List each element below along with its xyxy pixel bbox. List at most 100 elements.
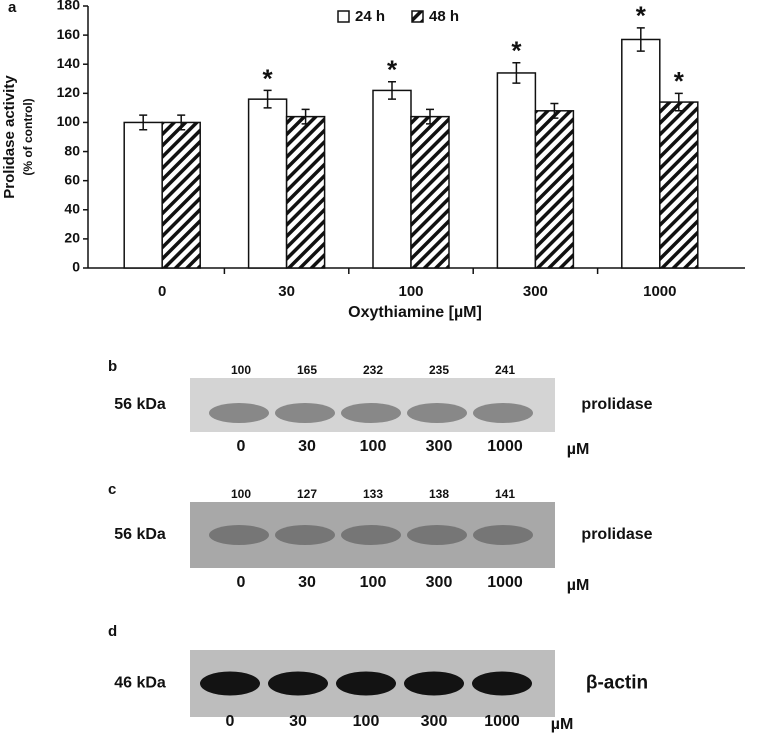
protein-label: prolidase — [581, 526, 652, 543]
unit-label: µM — [567, 441, 590, 458]
x-tick-label: 1000 — [643, 283, 676, 300]
blot-band — [472, 671, 532, 696]
blot-band — [200, 671, 260, 696]
lane-label: 300 — [426, 438, 453, 455]
panel-label: a — [8, 0, 17, 16]
error-bar — [674, 92, 683, 112]
significance-marker: * — [674, 66, 685, 96]
significance-marker: * — [263, 63, 274, 93]
density-value: 133 — [363, 487, 383, 501]
legend-swatch — [337, 10, 350, 23]
blot-band — [336, 671, 396, 696]
blot-band — [407, 525, 467, 545]
y-tick-label: 60 — [64, 171, 80, 187]
error-bar — [636, 27, 645, 52]
lane-label: 100 — [360, 438, 387, 455]
blot-band — [209, 403, 269, 423]
blot-band — [341, 525, 401, 545]
lane-label: 100 — [360, 574, 387, 591]
blot-band — [275, 525, 335, 545]
blot-band — [473, 525, 533, 545]
density-value: 232 — [363, 363, 383, 377]
x-tick-label: 0 — [158, 283, 166, 300]
lane-label: 30 — [289, 713, 307, 730]
density-value: 138 — [429, 487, 449, 501]
legend-label: 24 h — [355, 8, 385, 25]
protein-label: β-actin — [586, 673, 648, 694]
bar — [410, 115, 450, 269]
blot-band — [268, 671, 328, 696]
blot-band — [275, 403, 335, 423]
bar — [659, 101, 699, 269]
blot-band — [473, 403, 533, 423]
lane-label: 30 — [298, 438, 316, 455]
bar — [372, 89, 412, 269]
y-axis-subtitle: (% of control) — [21, 98, 35, 175]
y-tick-label: 140 — [57, 55, 81, 71]
blot-band — [209, 525, 269, 545]
error-bar — [301, 108, 310, 125]
legend-swatch — [411, 10, 424, 23]
error-bar — [388, 80, 396, 100]
error-bar — [512, 62, 521, 84]
y-tick-label: 100 — [57, 113, 81, 129]
bar — [496, 72, 537, 269]
lane-label: 300 — [426, 574, 453, 591]
y-tick-label: 160 — [57, 26, 81, 42]
error-bar — [550, 102, 559, 119]
y-tick-label: 40 — [64, 200, 80, 216]
lane-label: 30 — [298, 574, 316, 591]
blot-band — [341, 403, 401, 423]
density-value: 127 — [297, 487, 317, 501]
density-value: 100 — [231, 363, 251, 377]
density-value: 235 — [429, 363, 449, 377]
panel-label: d — [108, 623, 117, 640]
lane-label: 0 — [226, 713, 235, 730]
significance-marker: * — [636, 1, 647, 31]
blot-band — [404, 671, 464, 696]
protein-label: prolidase — [581, 396, 652, 413]
x-tick-label: 30 — [278, 283, 295, 300]
x-tick-label: 300 — [523, 283, 548, 300]
lane-label: 0 — [237, 438, 246, 455]
bar — [161, 121, 201, 269]
error-bar — [426, 108, 434, 125]
error-bar — [177, 114, 186, 131]
lane-label: 100 — [353, 713, 380, 730]
lane-label: 0 — [237, 574, 246, 591]
significance-marker: * — [387, 55, 398, 85]
y-tick-label: 80 — [64, 142, 80, 158]
lane-label: 1000 — [484, 713, 520, 730]
unit-label: µM — [551, 716, 574, 733]
y-tick-label: 0 — [72, 259, 80, 275]
bar — [247, 98, 288, 269]
legend-label: 48 h — [429, 8, 459, 25]
x-axis-title: Oxythiamine [µM] — [348, 304, 482, 321]
density-value: 165 — [297, 363, 317, 377]
density-value: 100 — [231, 487, 251, 501]
lane-label: 300 — [421, 713, 448, 730]
error-bar — [263, 89, 272, 109]
blot-band — [407, 403, 467, 423]
bar — [621, 38, 661, 269]
unit-label: µM — [567, 577, 590, 594]
size-marker: 56 kDa — [114, 526, 166, 543]
panel-label: b — [108, 358, 117, 375]
lane-label: 1000 — [487, 574, 523, 591]
density-value: 141 — [495, 487, 515, 501]
y-tick-label: 20 — [64, 230, 80, 246]
significance-marker: * — [511, 36, 522, 66]
size-marker: 56 kDa — [114, 396, 166, 413]
bar — [123, 121, 163, 269]
density-value: 241 — [495, 363, 515, 377]
x-tick-label: 100 — [398, 283, 423, 300]
y-tick-label: 120 — [57, 84, 81, 100]
panel-label: c — [108, 481, 116, 498]
bar — [534, 110, 575, 269]
bar — [285, 115, 326, 269]
lane-label: 1000 — [487, 438, 523, 455]
error-bar — [139, 114, 148, 131]
y-axis-title: Prolidase activity — [1, 75, 18, 199]
y-tick-label: 180 — [57, 0, 81, 13]
